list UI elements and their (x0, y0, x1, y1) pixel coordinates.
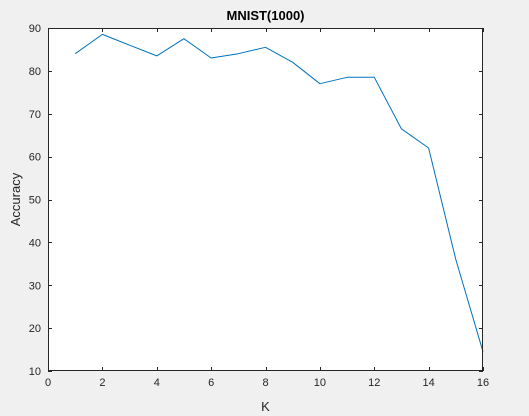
x-tick-label: 14 (423, 377, 435, 389)
y-tick-label: 80 (29, 66, 41, 78)
y-tick-label: 10 (29, 366, 41, 378)
x-tick-label: 10 (314, 377, 326, 389)
y-tick-label: 70 (29, 109, 41, 121)
x-tick-label: 12 (368, 377, 380, 389)
x-tick-label: 0 (45, 377, 51, 389)
y-tick-label: 90 (29, 23, 41, 35)
x-tick-label: 4 (154, 377, 160, 389)
y-tick-label: 30 (29, 280, 41, 292)
x-axis: 0 2 4 6 8 10 12 14 16 (45, 28, 489, 389)
chart-title: MNIST(1000) (226, 8, 304, 23)
plot-area (48, 28, 483, 371)
x-tick-label: 16 (477, 377, 489, 389)
series-line (74, 33, 484, 352)
x-tick-label: 6 (208, 377, 214, 389)
y-tick-label: 20 (29, 323, 41, 335)
axes-box (48, 28, 483, 371)
x-tick-label: 8 (262, 377, 268, 389)
series-layer (74, 33, 484, 352)
x-axis-label: K (261, 399, 270, 414)
y-axis-label: Accuracy (8, 172, 23, 226)
y-tick-label: 50 (29, 195, 41, 207)
x-tick-label: 2 (99, 377, 105, 389)
y-tick-label: 40 (29, 237, 41, 249)
y-axis: 10 20 30 40 50 60 70 80 90 (29, 23, 483, 378)
y-tick-label: 60 (29, 152, 41, 164)
